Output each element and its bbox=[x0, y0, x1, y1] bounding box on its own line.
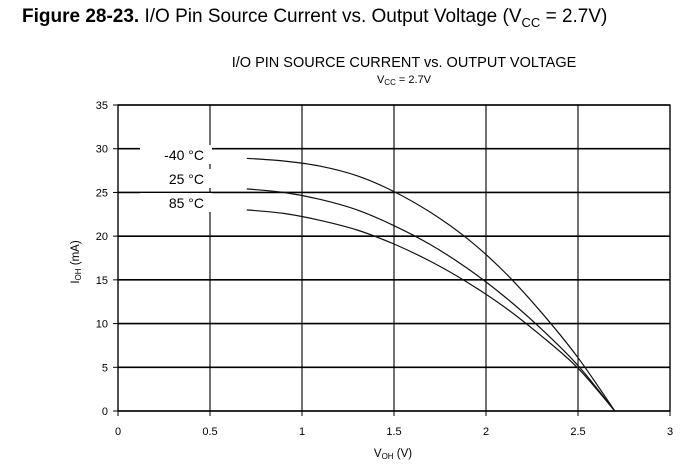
x-tick-label: 1.5 bbox=[386, 426, 401, 438]
series-line-1 bbox=[246, 188, 616, 412]
y-tick-label: 30 bbox=[96, 144, 108, 156]
legend-label-bg bbox=[140, 193, 212, 212]
x-tick-label: 2 bbox=[483, 426, 489, 438]
x-tick-label: 3 bbox=[667, 426, 673, 438]
legend-label: 25 °C bbox=[169, 171, 204, 187]
legend-label-bg bbox=[140, 145, 212, 164]
legend: -40 °C 25 °C 85 °C bbox=[140, 145, 212, 212]
y-tick-label: 20 bbox=[96, 231, 108, 243]
y-tick-label: 25 bbox=[96, 187, 108, 199]
figure-number: Figure 28-23. bbox=[22, 6, 140, 27]
x-tick-label: 2.5 bbox=[570, 426, 585, 438]
y-tick-label: 35 bbox=[96, 100, 108, 112]
y-tick-label: 5 bbox=[102, 362, 108, 374]
legend-label-bg bbox=[140, 169, 212, 188]
legend-label: 85 °C bbox=[169, 195, 204, 211]
series-line-0 bbox=[246, 157, 616, 412]
x-axis-label: VOH (V) bbox=[374, 448, 412, 461]
y-tick-label: 0 bbox=[102, 406, 108, 418]
y-axis-label: IOH (mA) bbox=[70, 240, 83, 283]
caption-subscript: CC bbox=[521, 14, 541, 30]
y-tick-label: 15 bbox=[96, 275, 108, 287]
series-line-2 bbox=[246, 209, 616, 412]
y-tick-label: 10 bbox=[96, 319, 108, 331]
x-tick-label: 0 bbox=[115, 426, 121, 438]
legend-label: -40 °C bbox=[164, 147, 204, 163]
caption-tail: = 2.7V) bbox=[540, 6, 608, 27]
chart-title: I/O PIN SOURCE CURRENT vs. OUTPUT VOLTAG… bbox=[232, 55, 577, 71]
x-tick-label: 1 bbox=[299, 426, 305, 438]
figure-caption: Figure 28-23. I/O Pin Source Current vs.… bbox=[22, 6, 607, 30]
x-tick-label: 0.5 bbox=[202, 426, 217, 438]
chart-subtitle: VCC = 2.7V bbox=[377, 74, 432, 87]
series-lines bbox=[246, 157, 616, 412]
caption-text: I/O Pin Source Current vs. Output Voltag… bbox=[144, 6, 522, 27]
